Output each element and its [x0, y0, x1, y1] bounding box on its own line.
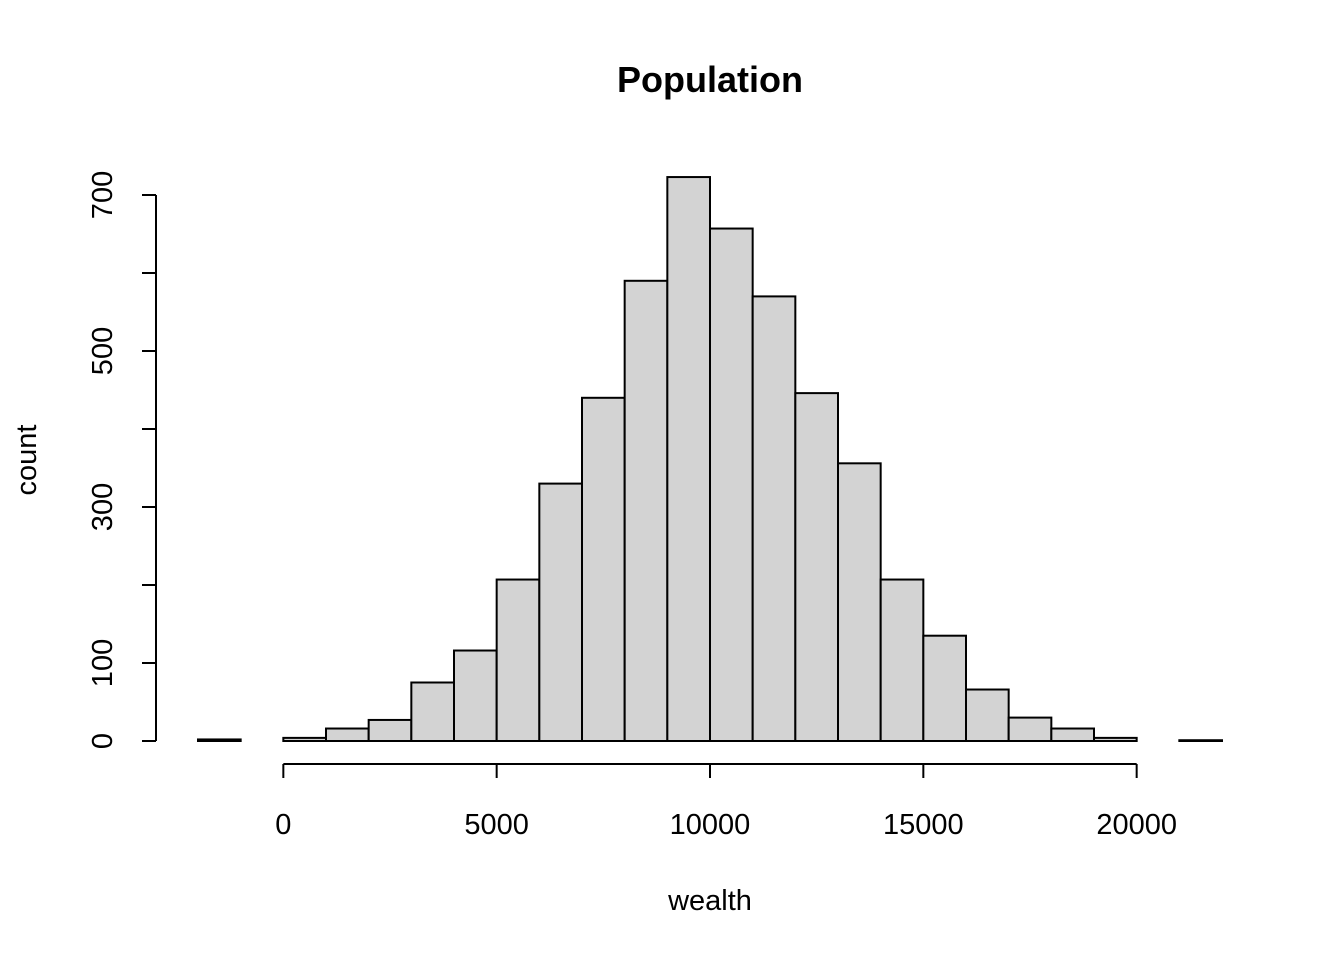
histogram-bar — [1050, 727, 1096, 743]
y-axis-label: count — [11, 425, 43, 496]
histogram-bar — [197, 738, 242, 743]
histogram-bar — [837, 462, 882, 742]
histogram-bar — [965, 688, 1010, 743]
histogram-bar — [794, 392, 839, 742]
histogram-bar — [623, 279, 669, 742]
y-tick-label: 0 — [87, 733, 119, 749]
histogram-bar — [879, 578, 925, 742]
chart-title: Population — [617, 59, 803, 100]
x-tick-label: 5000 — [464, 809, 529, 841]
x-tick-label: 20000 — [1096, 809, 1177, 841]
histogram-bar — [367, 718, 413, 743]
y-tick-label: 300 — [87, 483, 119, 531]
y-axis: 0 100 300 500 700 — [87, 171, 157, 749]
histogram-bar — [1093, 736, 1138, 743]
histogram-bar — [325, 727, 370, 743]
histogram-bar — [453, 649, 498, 743]
histogram-bar — [709, 227, 754, 743]
histogram-bar — [666, 176, 711, 742]
histogram-bar — [581, 396, 626, 742]
bars-group — [197, 176, 1224, 743]
x-axis: 0 5000 10000 15000 20000 — [275, 763, 1177, 841]
x-tick-label: 15000 — [883, 809, 964, 841]
x-tick-label: 0 — [275, 809, 291, 841]
x-tick-label: 10000 — [670, 809, 751, 841]
x-axis-label: wealth — [667, 885, 752, 917]
histogram-bar — [1178, 739, 1224, 742]
histogram-bar — [538, 482, 583, 742]
histogram-bar — [410, 681, 456, 742]
histogram-bar — [751, 295, 797, 742]
y-tick-label: 700 — [87, 171, 119, 219]
histogram-bar — [495, 578, 541, 742]
histogram-bar — [282, 736, 328, 743]
histogram-bar — [1007, 716, 1053, 742]
y-tick-label: 500 — [87, 327, 119, 375]
histogram-bar — [922, 634, 967, 743]
y-tick-label: 100 — [87, 639, 119, 687]
